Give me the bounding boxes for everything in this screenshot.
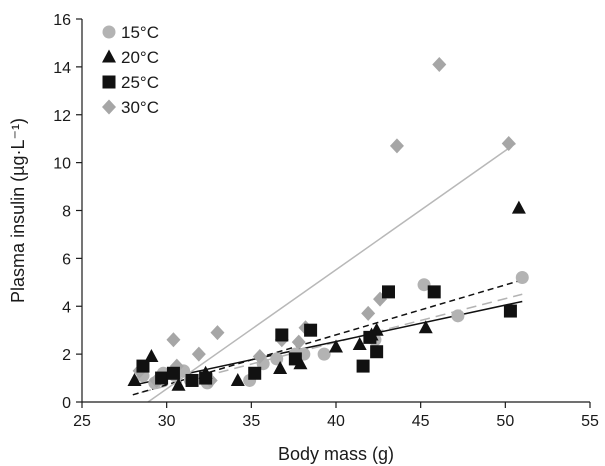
legend-item: 25°C <box>102 73 159 92</box>
data-point <box>230 372 245 386</box>
data-point <box>417 278 431 292</box>
legend: 15°C 20°C 25°C 30°C <box>102 23 159 117</box>
data-point <box>370 345 384 359</box>
plot-area <box>127 56 529 403</box>
legend-item: 30°C <box>102 98 159 117</box>
data-point <box>210 325 225 341</box>
data-point <box>185 373 199 387</box>
series-3-points <box>136 285 517 387</box>
data-point <box>389 138 404 154</box>
data-point <box>317 347 331 361</box>
legend-label: 30°C <box>121 98 159 117</box>
data-point <box>427 285 441 299</box>
y-tick-label: 12 <box>53 108 71 125</box>
x-axis-label: Body mass (g) <box>278 444 394 464</box>
data-point <box>451 309 465 323</box>
data-point <box>432 56 447 72</box>
legend-marker <box>102 75 116 89</box>
legend-item: 15°C <box>102 23 159 42</box>
x-tick-label: 30 <box>158 413 176 430</box>
data-point <box>418 320 433 334</box>
y-ticks: 0 2 4 6 8 10 12 14 16 <box>53 12 82 412</box>
legend-marker <box>102 25 116 39</box>
legend-label: 15°C <box>121 23 159 42</box>
data-point <box>329 339 343 353</box>
legend-label: 20°C <box>121 48 159 67</box>
data-point <box>166 332 181 348</box>
x-tick-label: 25 <box>73 413 91 430</box>
y-tick-label: 14 <box>53 60 71 77</box>
data-point <box>503 304 517 318</box>
data-markers <box>127 56 529 391</box>
data-point <box>199 371 213 385</box>
x-axis: 25 30 35 40 45 50 55 Body mass (g) <box>73 401 599 464</box>
trendline-series-4 <box>147 142 516 403</box>
legend-marker <box>102 49 116 63</box>
data-point <box>304 323 318 337</box>
data-point <box>248 366 262 380</box>
data-point <box>352 337 367 351</box>
data-point <box>191 346 206 362</box>
data-point <box>273 360 288 374</box>
data-point <box>166 366 180 380</box>
data-point <box>381 285 395 299</box>
x-tick-label: 50 <box>496 413 514 430</box>
data-point <box>361 305 376 321</box>
y-tick-label: 6 <box>62 251 71 268</box>
x-tick-label: 40 <box>327 413 345 430</box>
legend-label: 25°C <box>121 73 159 92</box>
x-tick-label: 35 <box>242 413 260 430</box>
data-point <box>501 135 516 151</box>
x-ticks: 25 30 35 40 45 50 55 <box>73 402 599 430</box>
y-tick-label: 2 <box>62 347 71 364</box>
data-point <box>127 372 142 386</box>
data-point <box>155 371 169 385</box>
legend-item: 20°C <box>102 48 159 67</box>
series-2-points <box>127 200 526 391</box>
data-point <box>252 349 267 365</box>
data-point <box>356 359 370 373</box>
data-point <box>275 328 289 342</box>
legend-marker <box>102 99 116 115</box>
data-point <box>515 271 529 285</box>
x-tick-label: 55 <box>581 413 599 430</box>
trendlines <box>132 142 523 403</box>
trendline-series-3 <box>132 279 523 396</box>
x-tick-label: 45 <box>412 413 430 430</box>
y-axis-label: Plasma insulin (µg·L⁻¹) <box>8 118 28 303</box>
y-axis: 0 2 4 6 8 10 12 14 16 Plasma insulin (µg·L⁻¹) <box>8 12 83 412</box>
series-4-points <box>132 56 516 388</box>
data-point <box>363 330 377 344</box>
data-point <box>171 377 186 391</box>
y-tick-label: 0 <box>62 395 71 412</box>
y-tick-label: 10 <box>53 156 71 173</box>
data-point <box>144 349 159 363</box>
data-point <box>136 359 150 373</box>
y-tick-label: 8 <box>62 204 71 221</box>
data-point <box>291 334 306 350</box>
y-tick-label: 16 <box>53 12 71 29</box>
data-point <box>511 200 526 214</box>
y-tick-label: 4 <box>62 299 71 316</box>
data-point <box>288 352 302 366</box>
